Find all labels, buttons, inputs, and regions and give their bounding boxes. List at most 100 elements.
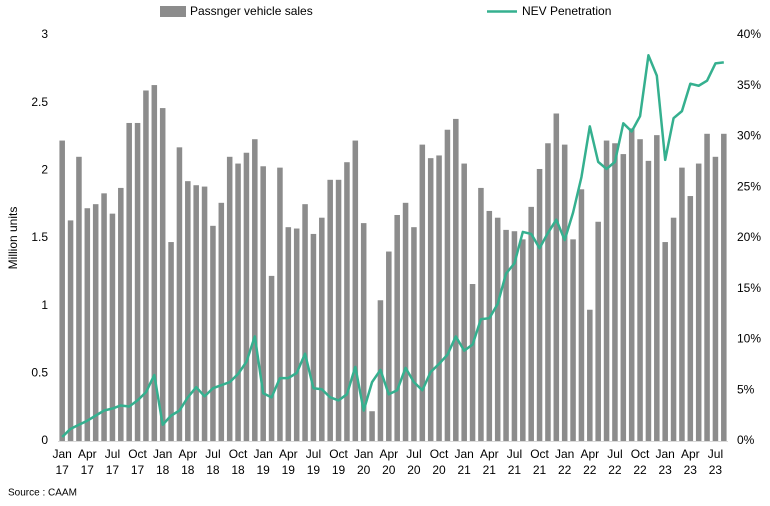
x-tick-label: 19 (282, 463, 296, 477)
x-tick-label: 18 (181, 463, 195, 477)
x-tick-label: Jan (455, 447, 474, 461)
x-tick-label: Oct (128, 447, 147, 461)
bar (654, 135, 660, 441)
x-tick-label: Oct (229, 447, 248, 461)
bar (243, 152, 250, 442)
bar (201, 186, 208, 441)
y2-tick-label: 0% (737, 433, 755, 447)
x-tick-label: Jan (656, 447, 675, 461)
x-tick-label: Jan (354, 447, 373, 461)
x-tick-label: Oct (631, 447, 650, 461)
bar (293, 228, 300, 441)
bar (327, 179, 333, 441)
x-tick-label: Jan (555, 447, 574, 461)
y2-tick-label: 30% (737, 129, 761, 143)
bar (453, 118, 459, 441)
bar (268, 275, 275, 441)
bar (712, 156, 719, 442)
bar (394, 214, 400, 441)
y2-tick-label: 15% (737, 281, 761, 295)
x-tick-label: Apr (480, 447, 499, 461)
bar (185, 181, 191, 441)
bar (260, 166, 266, 442)
bar (59, 140, 65, 441)
x-tick-label: Jul (708, 447, 723, 461)
x-tick-label: Jan (254, 447, 273, 461)
x-tick-label: 20 (357, 463, 371, 477)
bar (360, 223, 367, 441)
bar (151, 85, 158, 441)
bar (310, 233, 317, 441)
x-tick-label: 17 (81, 463, 95, 477)
x-tick-label: 21 (483, 463, 497, 477)
bar (612, 143, 618, 441)
x-tick-label: Oct (329, 447, 348, 461)
y-tick-label: 2.5 (31, 95, 48, 109)
bar (486, 210, 493, 441)
bar (494, 217, 501, 441)
x-tick-label: 22 (608, 463, 622, 477)
x-tick-label: 19 (332, 463, 346, 477)
bar (352, 140, 359, 441)
bar (386, 251, 392, 441)
bar (469, 284, 476, 441)
x-tick-label: Jan (53, 447, 72, 461)
x-tick-label: 17 (56, 463, 70, 477)
bar (553, 113, 560, 441)
bar (92, 204, 99, 441)
bar (721, 133, 727, 441)
x-tick-label: 18 (231, 463, 245, 477)
x-tick-label: Jul (507, 447, 522, 461)
x-tick-label: Apr (379, 447, 398, 461)
x-tick-label: Oct (530, 447, 549, 461)
x-tick-label: 19 (257, 463, 271, 477)
bar (101, 193, 107, 441)
bar (461, 163, 467, 442)
x-tick-label: Oct (430, 447, 449, 461)
y2-tick-label: 35% (737, 78, 761, 92)
y2-tick-label: 10% (737, 332, 761, 346)
x-tick-label: 17 (131, 463, 145, 477)
bar (570, 239, 576, 441)
bar (587, 309, 593, 441)
bar (561, 144, 568, 441)
bar (118, 187, 124, 441)
x-tick-label: Jul (105, 447, 120, 461)
bar (679, 167, 685, 442)
y2-tick-label: 5% (737, 382, 755, 396)
bar (84, 208, 91, 441)
source-note: Source : CAAM (8, 488, 77, 499)
y-tick-label: 0.5 (31, 366, 48, 380)
y2-tick-label: 20% (737, 230, 761, 244)
legend-swatch (160, 6, 186, 17)
bar (277, 167, 283, 442)
x-tick-label: 22 (633, 463, 647, 477)
bar (235, 163, 241, 442)
bar (528, 206, 534, 441)
line (61, 54, 724, 438)
bar (419, 144, 426, 441)
x-tick-label: Apr (279, 447, 298, 461)
bar (503, 229, 509, 441)
bar (511, 231, 518, 441)
x-tick-label: 21 (508, 463, 522, 477)
bar (436, 155, 442, 442)
legend-label: Passnger vehicle sales (190, 4, 313, 18)
y-tick-label: 2 (41, 163, 48, 177)
y-tick-label: 1 (41, 298, 48, 312)
x-tick-label: 23 (709, 463, 723, 477)
x-tick-label: Jan (153, 447, 172, 461)
bar (704, 133, 710, 441)
y2-tick-label: 40% (737, 27, 761, 41)
x-tick-label: 17 (106, 463, 120, 477)
bar (427, 158, 434, 442)
bar (210, 225, 216, 441)
bar (176, 147, 183, 441)
y-tick-label: 1.5 (31, 230, 48, 244)
bar (67, 220, 74, 441)
bar (637, 139, 643, 441)
x-tick-label: 19 (307, 463, 321, 477)
bar (218, 202, 225, 441)
y2-tick-label: 25% (737, 179, 761, 193)
